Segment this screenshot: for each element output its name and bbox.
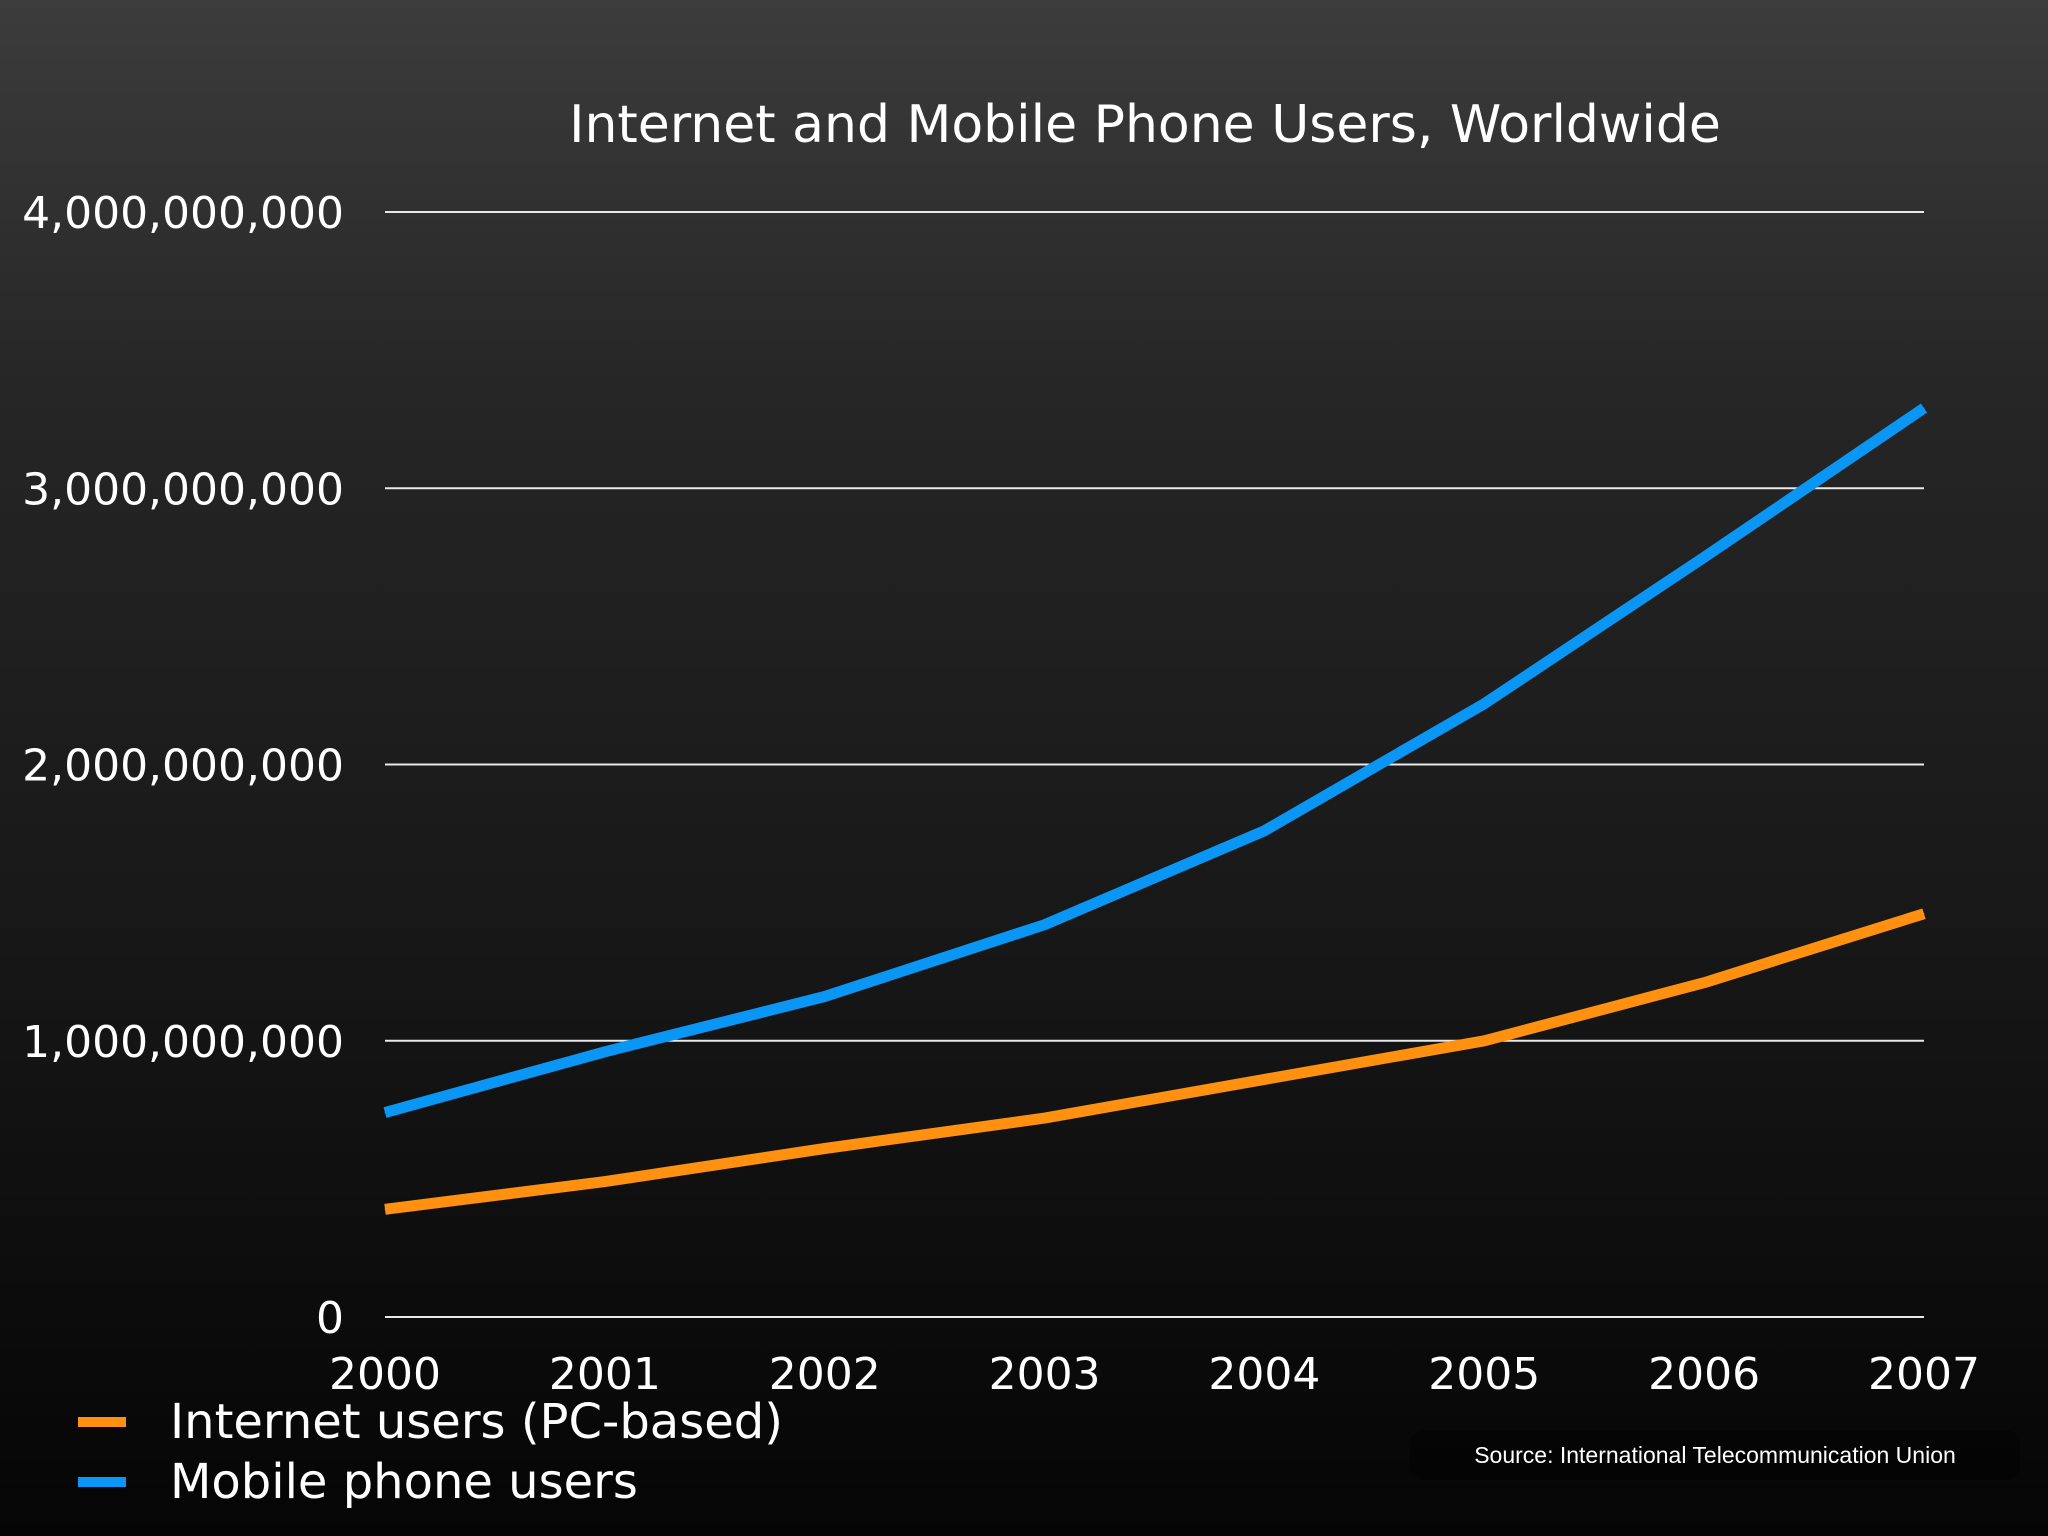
legend-label-mobile-phone-users: Mobile phone users: [170, 1454, 638, 1510]
y-tick-label-2: 2,000,000,000: [22, 741, 344, 792]
gridlines: [385, 211, 1924, 1318]
legend-swatch-internet-users: [78, 1417, 126, 1427]
data-point-internet-users-pc-based-2000: [384, 1208, 386, 1210]
y-axis-tick-labels: 0 1,000,000,000 2,000,000,000 3,000,000,000…: [22, 188, 344, 1344]
data-point-internet-users-pc-based-2007: [1923, 913, 1925, 915]
data-point-internet-users-pc-based-2001: [604, 1181, 606, 1183]
source-note: Source: International Telecommunication …: [1410, 1430, 2020, 1480]
series-line-mobile-phone-users: [383, 403, 1928, 1118]
x-tick-label-2004: 2004: [1208, 1349, 1320, 1400]
series-lines: [383, 403, 1928, 1215]
legend-swatch-mobile-phone-users: [78, 1477, 126, 1487]
data-point-internet-users-pc-based-2003: [1044, 1117, 1046, 1119]
data-point-internet-users-pc-based-2005: [1483, 1040, 1485, 1042]
data-point-internet-users-pc-based-2004: [1263, 1078, 1265, 1080]
data-point-mobile-phone-users-2001: [604, 1051, 606, 1053]
x-axis-tick-labels: 2000 2001 2002 2003 2004 2005 2006 2007: [329, 1349, 1980, 1400]
x-tick-label-2002: 2002: [769, 1349, 881, 1400]
chart-title: Internet and Mobile Phone Users, Worldwi…: [569, 95, 1721, 155]
data-point-internet-users-pc-based-2006: [1703, 982, 1705, 984]
x-tick-label-2005: 2005: [1428, 1349, 1540, 1400]
data-point-mobile-phone-users-2004: [1263, 830, 1265, 832]
data-point-mobile-phone-users-2002: [824, 996, 826, 998]
data-point-mobile-phone-users-2003: [1044, 924, 1046, 926]
series-line-internet-users-pc-based: [384, 908, 1926, 1215]
data-point-mobile-phone-users-2006: [1703, 556, 1705, 558]
y-tick-label-1: 1,000,000,000: [22, 1017, 344, 1068]
y-tick-label-4: 4,000,000,000: [22, 188, 344, 239]
legend: Internet users (PC-based) Mobile phone u…: [78, 1392, 783, 1512]
x-tick-label-2003: 2003: [989, 1349, 1101, 1400]
y-tick-label-3: 3,000,000,000: [22, 464, 344, 515]
data-point-mobile-phone-users-2000: [384, 1112, 386, 1114]
legend-item-internet-users: Internet users (PC-based): [78, 1392, 783, 1452]
x-tick-label-2001: 2001: [549, 1349, 661, 1400]
legend-item-mobile-phone-users: Mobile phone users: [78, 1452, 783, 1512]
data-point-internet-users-pc-based-2002: [824, 1147, 826, 1149]
x-tick-label-2006: 2006: [1648, 1349, 1760, 1400]
x-tick-label-2000: 2000: [329, 1349, 441, 1400]
y-tick-label-0: 0: [316, 1293, 344, 1344]
legend-label-internet-users: Internet users (PC-based): [170, 1394, 783, 1450]
x-tick-label-2007: 2007: [1868, 1349, 1980, 1400]
data-point-mobile-phone-users-2007: [1923, 407, 1925, 409]
data-point-mobile-phone-users-2005: [1483, 703, 1485, 705]
